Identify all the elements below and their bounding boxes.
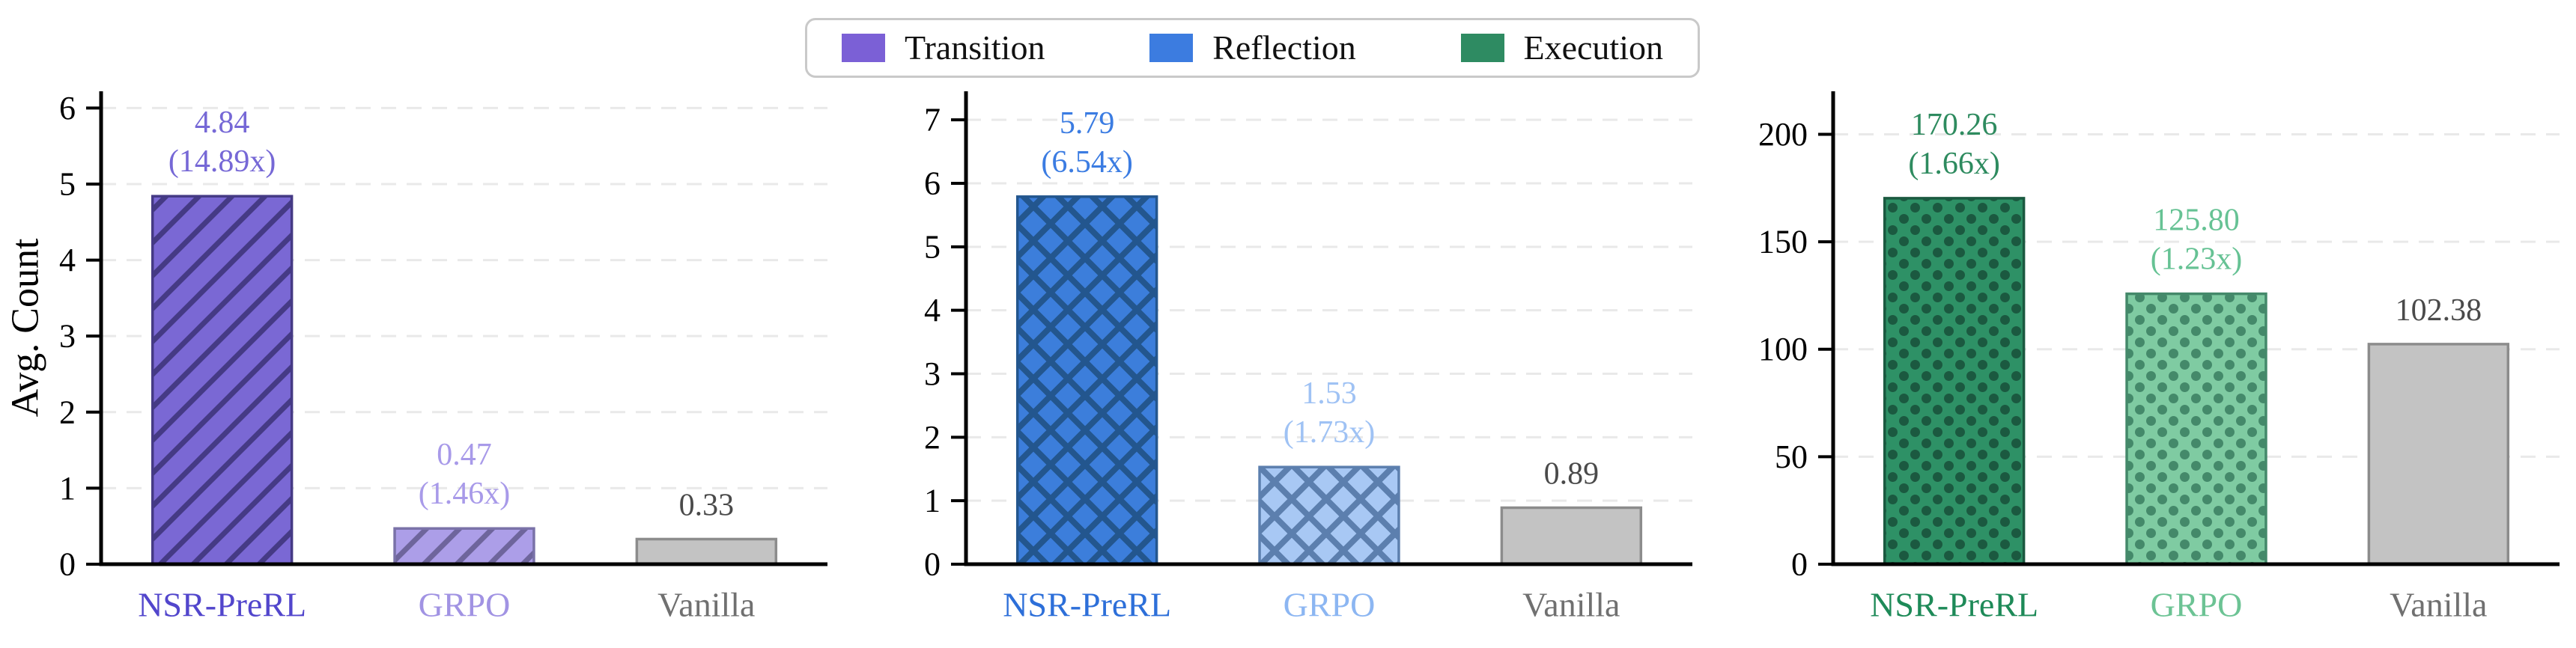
legend: Transition Reflection Execution — [805, 18, 1700, 78]
legend-item-transition: Transition — [842, 31, 1045, 65]
y-tick-label: 0 — [924, 546, 941, 583]
x-tick-label: GRPO — [419, 586, 511, 624]
x-tick-label: GRPO — [2151, 586, 2243, 624]
y-tick-label: 2 — [59, 394, 76, 430]
x-tick-label: NSR-PreRL — [1003, 586, 1171, 624]
bar-hatch — [1884, 198, 2024, 564]
value-label: 0.47 — [437, 438, 492, 472]
legend-item-reflection: Reflection — [1149, 31, 1356, 65]
value-label: 0.33 — [679, 488, 735, 522]
bar-grpo — [1258, 465, 1400, 566]
bar-nsr-prerl — [1015, 195, 1158, 566]
bar-vanilla — [1500, 506, 1643, 566]
multiplier-label: (14.89x) — [168, 144, 276, 179]
value-label: 1.53 — [1301, 376, 1357, 411]
y-tick-label: 3 — [924, 355, 941, 392]
y-tick-label: 6 — [59, 90, 76, 126]
y-tick-label: 6 — [924, 165, 941, 202]
chart-execution: 170.26 (1.66x) NSR-PreRL 125.80 (1.23x) GRPO 1… — [1758, 91, 2560, 624]
transition-swatch-icon — [842, 34, 885, 62]
bar-vanilla — [2367, 343, 2510, 566]
x-tick-label: NSR-PreRL — [138, 586, 306, 624]
legend-item-execution: Execution — [1460, 28, 1664, 67]
y-tick-label: 150 — [1758, 224, 1808, 260]
y-tick-label: 7 — [924, 102, 941, 138]
multiplier-label: (1.73x) — [1284, 415, 1375, 450]
y-tick-label: 1 — [59, 470, 76, 507]
value-label: 102.38 — [2396, 293, 2482, 328]
reflection-swatch-icon — [1149, 34, 1194, 62]
legend-label: Execution — [1523, 28, 1664, 67]
bar-nsr-prerl — [151, 195, 294, 566]
y-tick-label: 200 — [1758, 116, 1808, 153]
bar-grpo — [2125, 292, 2267, 566]
bar-hatch — [1260, 467, 1399, 564]
value-label: 125.80 — [2153, 204, 2240, 238]
y-tick-label: 1 — [924, 483, 941, 519]
legend-label: Reflection — [1212, 28, 1356, 67]
y-tick-label: 0 — [59, 546, 76, 583]
bar-fill — [637, 539, 777, 564]
x-tick-label: NSR-PreRL — [1870, 586, 2038, 624]
y-tick-label: 3 — [59, 318, 76, 355]
x-tick-label: GRPO — [1284, 586, 1376, 624]
multiplier-label: (1.23x) — [2151, 242, 2242, 277]
execution-swatch-icon — [1460, 34, 1504, 62]
multiplier-label: (6.54x) — [1041, 145, 1132, 180]
chart-transition: 4.84 (14.89x) NSR-PreRL 0.47 (1.46x) GRPO 0.33… — [4, 90, 827, 624]
value-label: 5.79 — [1060, 106, 1115, 141]
y-tick-label: 0 — [1791, 546, 1808, 583]
y-tick-label: 4 — [924, 292, 941, 328]
value-label: 0.89 — [1544, 456, 1600, 491]
value-label: 4.84 — [195, 106, 250, 140]
y-tick-label: 4 — [59, 242, 76, 278]
value-label: 170.26 — [1911, 108, 1998, 142]
y-axis-title: Avg. Count — [4, 238, 47, 417]
bar-fill — [1501, 507, 1641, 564]
bar-nsr-prerl — [1883, 197, 2026, 566]
y-tick-label: 100 — [1758, 331, 1808, 367]
x-tick-label: Vanilla — [657, 586, 755, 624]
y-tick-label: 2 — [924, 419, 941, 456]
multiplier-label: (1.66x) — [1908, 147, 1999, 181]
multiplier-label: (1.46x) — [419, 477, 510, 511]
bar-hatch — [2127, 293, 2266, 564]
bar-fill — [2369, 343, 2509, 564]
bar-grpo — [393, 527, 535, 566]
x-tick-label: Vanilla — [2390, 586, 2487, 624]
y-tick-label: 5 — [924, 228, 941, 265]
bar-hatch — [152, 196, 292, 564]
legend-label: Transition — [905, 28, 1045, 67]
x-tick-label: Vanilla — [1522, 586, 1620, 624]
bar-hatch — [1017, 196, 1157, 564]
chart-reflection: 5.79 (6.54x) NSR-PreRL 1.53 (1.73x) GRPO 0.89 V… — [924, 91, 1692, 624]
y-tick-label: 5 — [59, 165, 76, 202]
bar-vanilla — [635, 537, 778, 566]
y-tick-label: 50 — [1775, 438, 1808, 475]
bar-hatch — [395, 528, 534, 564]
